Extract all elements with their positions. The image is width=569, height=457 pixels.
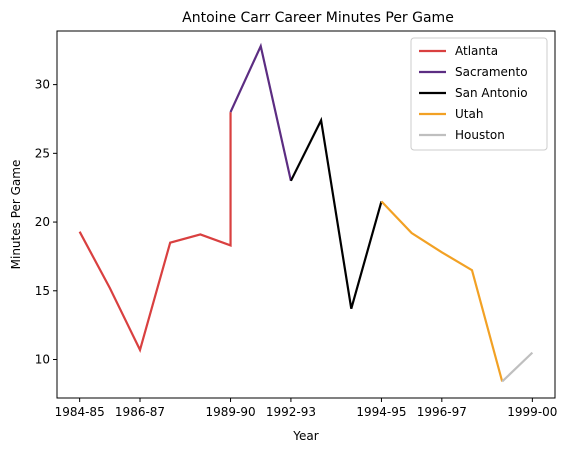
series-line-atlanta xyxy=(78,112,232,353)
x-tick-label: 1994-95 xyxy=(356,405,406,419)
x-axis-ticks: 1984-85 1986-87 1989-90 1992-93 1994-95 1996-… xyxy=(55,398,557,419)
x-tick-label: 1986-87 xyxy=(115,405,165,419)
legend: Atlanta Sacramento San Antonio Utah Houston xyxy=(410,37,548,151)
series-lines xyxy=(78,42,534,383)
legend-box xyxy=(410,37,548,151)
y-tick-label: 10 xyxy=(35,353,50,367)
series-line-san-antonio xyxy=(289,116,383,309)
legend-label: Atlanta xyxy=(455,44,498,58)
x-axis-label: Year xyxy=(292,429,318,443)
legend-label: San Antonio xyxy=(455,86,528,100)
series-line-sacramento xyxy=(229,42,292,182)
y-axis-label: Minutes Per Game xyxy=(9,160,23,270)
y-tick-label: 15 xyxy=(35,284,50,298)
legend-label: Houston xyxy=(455,128,505,142)
y-tick-label: 25 xyxy=(35,146,50,160)
series-line-utah xyxy=(380,200,504,382)
y-axis-ticks: 10 15 20 25 30 xyxy=(35,78,57,367)
x-tick-label: 1989-90 xyxy=(205,405,255,419)
y-tick-label: 30 xyxy=(35,78,50,92)
x-tick-label: 1996-97 xyxy=(417,405,467,419)
x-tick-label: 1984-85 xyxy=(55,405,105,419)
x-tick-label: 1992-93 xyxy=(266,405,316,419)
legend-label: Utah xyxy=(455,107,483,121)
series-line-houston xyxy=(501,351,534,383)
x-tick-label: 1999-00 xyxy=(507,405,557,419)
y-tick-label: 20 xyxy=(35,215,50,229)
legend-label: Sacramento xyxy=(455,65,528,79)
chart-title: Antoine Carr Career Minutes Per Game xyxy=(182,10,454,26)
plot-area-frame xyxy=(56,30,556,399)
